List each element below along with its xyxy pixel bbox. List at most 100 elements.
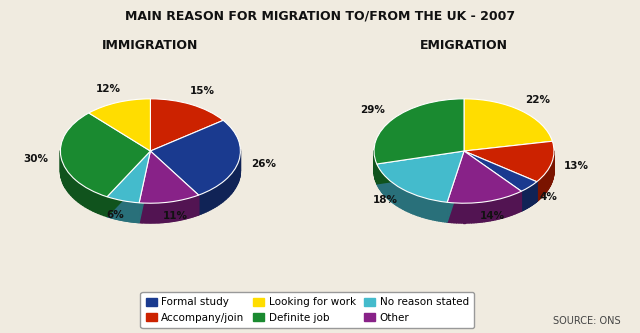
Polygon shape <box>232 171 233 193</box>
Polygon shape <box>377 151 464 184</box>
Polygon shape <box>433 200 435 220</box>
Polygon shape <box>420 196 422 217</box>
Polygon shape <box>437 201 439 221</box>
Polygon shape <box>481 202 483 222</box>
Text: 12%: 12% <box>95 84 120 94</box>
Polygon shape <box>233 170 234 191</box>
Polygon shape <box>543 175 544 195</box>
Wedge shape <box>60 113 150 197</box>
Polygon shape <box>158 203 159 223</box>
Polygon shape <box>192 197 193 217</box>
Polygon shape <box>388 179 390 200</box>
Polygon shape <box>136 202 137 222</box>
Polygon shape <box>431 199 433 220</box>
Polygon shape <box>159 203 161 223</box>
Text: 29%: 29% <box>360 105 385 115</box>
Polygon shape <box>219 183 221 205</box>
Polygon shape <box>188 198 189 218</box>
Polygon shape <box>73 177 74 199</box>
Polygon shape <box>499 199 501 219</box>
Polygon shape <box>512 194 513 215</box>
Title: IMMIGRATION: IMMIGRATION <box>102 39 198 52</box>
Polygon shape <box>465 203 467 223</box>
Polygon shape <box>150 203 152 223</box>
Wedge shape <box>374 99 464 164</box>
Polygon shape <box>157 203 158 223</box>
Polygon shape <box>217 185 219 206</box>
Polygon shape <box>143 203 144 223</box>
Polygon shape <box>493 200 495 220</box>
Polygon shape <box>122 200 123 220</box>
Polygon shape <box>121 200 122 220</box>
Polygon shape <box>139 203 140 223</box>
Polygon shape <box>196 195 198 216</box>
Polygon shape <box>380 170 381 191</box>
Polygon shape <box>167 202 168 222</box>
Polygon shape <box>461 203 463 223</box>
Polygon shape <box>123 201 124 221</box>
Polygon shape <box>377 151 464 184</box>
Polygon shape <box>186 198 188 219</box>
Polygon shape <box>452 203 454 223</box>
Polygon shape <box>161 203 162 223</box>
Polygon shape <box>237 164 238 185</box>
Polygon shape <box>171 202 172 222</box>
Polygon shape <box>391 181 392 202</box>
Polygon shape <box>477 202 479 222</box>
Polygon shape <box>101 195 104 215</box>
Polygon shape <box>515 193 516 214</box>
Polygon shape <box>424 198 426 218</box>
Polygon shape <box>93 191 95 212</box>
Polygon shape <box>411 193 413 214</box>
Polygon shape <box>150 151 198 215</box>
Polygon shape <box>236 165 237 186</box>
Polygon shape <box>63 165 65 186</box>
Wedge shape <box>464 99 552 151</box>
Wedge shape <box>150 120 241 195</box>
Polygon shape <box>139 151 150 222</box>
Polygon shape <box>495 200 497 220</box>
Polygon shape <box>133 202 134 222</box>
Polygon shape <box>520 191 522 212</box>
Text: 30%: 30% <box>24 155 49 165</box>
Polygon shape <box>127 201 128 221</box>
Polygon shape <box>447 151 464 222</box>
Polygon shape <box>150 151 198 215</box>
Polygon shape <box>413 194 415 214</box>
Polygon shape <box>404 190 406 211</box>
Text: 6%: 6% <box>106 209 124 219</box>
Polygon shape <box>463 203 465 223</box>
Polygon shape <box>225 179 226 200</box>
Polygon shape <box>126 201 127 221</box>
Polygon shape <box>410 192 411 213</box>
Text: MAIN REASON FOR MIGRATION TO/FROM THE UK - 2007: MAIN REASON FOR MIGRATION TO/FROM THE UK… <box>125 10 515 23</box>
Polygon shape <box>390 180 391 201</box>
Polygon shape <box>132 202 133 222</box>
Polygon shape <box>164 202 166 222</box>
Polygon shape <box>474 203 476 223</box>
Polygon shape <box>189 198 190 218</box>
Polygon shape <box>492 200 493 220</box>
Polygon shape <box>516 193 518 213</box>
Polygon shape <box>206 191 208 212</box>
Polygon shape <box>451 202 452 222</box>
Polygon shape <box>175 201 177 221</box>
Polygon shape <box>513 194 515 214</box>
Polygon shape <box>129 202 131 222</box>
Polygon shape <box>383 174 384 195</box>
Wedge shape <box>464 151 537 191</box>
Polygon shape <box>489 201 490 221</box>
Polygon shape <box>544 174 545 195</box>
Polygon shape <box>147 203 148 223</box>
Polygon shape <box>168 202 170 222</box>
Polygon shape <box>400 188 402 208</box>
Polygon shape <box>140 203 141 223</box>
Text: 22%: 22% <box>525 95 550 105</box>
Polygon shape <box>116 199 117 219</box>
Polygon shape <box>221 182 223 203</box>
Polygon shape <box>501 198 502 218</box>
Polygon shape <box>518 192 519 213</box>
Polygon shape <box>182 200 183 220</box>
Polygon shape <box>393 183 395 204</box>
Wedge shape <box>377 151 464 202</box>
